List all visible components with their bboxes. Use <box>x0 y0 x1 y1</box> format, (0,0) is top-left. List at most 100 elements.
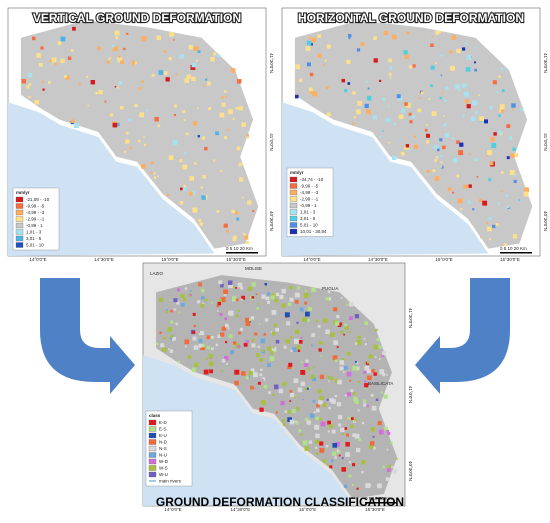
deformation-patch <box>154 117 159 122</box>
deformation-patch <box>172 336 176 341</box>
deformation-patch <box>156 35 161 40</box>
deformation-patch <box>308 440 313 444</box>
legend-swatch <box>289 176 298 183</box>
deformation-patch <box>201 296 205 300</box>
deformation-patch <box>459 142 464 147</box>
deformation-patch <box>372 115 377 120</box>
deformation-patch <box>263 333 266 336</box>
deformation-patch <box>169 349 174 353</box>
deformation-patch <box>452 158 458 163</box>
deformation-patch <box>341 325 343 327</box>
deformation-patch <box>169 31 175 37</box>
deformation-patch <box>225 323 229 328</box>
deformation-patch <box>270 351 274 355</box>
deformation-patch <box>476 176 479 178</box>
deformation-patch <box>329 424 333 429</box>
deformation-patch <box>306 420 311 425</box>
deformation-patch <box>412 64 416 68</box>
deformation-patch <box>510 153 515 158</box>
latitude-label: 41°0'0"N <box>408 386 413 404</box>
deformation-patch <box>245 340 249 344</box>
deformation-patch <box>435 30 439 35</box>
deformation-patch <box>327 297 332 301</box>
deformation-patch <box>237 345 241 349</box>
deformation-patch <box>255 293 258 295</box>
deformation-patch <box>284 312 290 318</box>
deformation-patch <box>184 152 187 155</box>
deformation-patch <box>217 301 221 306</box>
deformation-patch <box>305 46 311 51</box>
deformation-patch <box>251 339 254 342</box>
deformation-patch <box>271 310 277 315</box>
deformation-patch <box>223 223 228 228</box>
longitude-label: 14°0'0"E <box>303 257 320 262</box>
deformation-patch <box>492 224 496 229</box>
deformation-patch <box>150 161 154 165</box>
deformation-patch <box>300 370 306 375</box>
deformation-patch <box>375 328 378 332</box>
deformation-patch <box>391 34 397 40</box>
legend-label: -34,74 - -10 <box>300 177 324 182</box>
deformation-patch <box>245 321 251 326</box>
deformation-patch <box>38 63 43 67</box>
deformation-patch <box>257 381 261 385</box>
deformation-patch <box>496 91 499 94</box>
deformation-patch <box>364 365 370 371</box>
map-panel: VERTICAL GROUND DEFORMATION mm/yr -21,09 -… <box>7 7 274 262</box>
deformation-patch <box>364 380 367 383</box>
deformation-patch <box>524 187 529 193</box>
deformation-patch <box>298 78 303 82</box>
deformation-patch <box>226 229 229 233</box>
deformation-patch <box>197 107 199 110</box>
deformation-patch <box>351 122 355 125</box>
deformation-patch <box>252 210 255 213</box>
deformation-patch <box>466 55 472 60</box>
deformation-patch <box>354 418 358 422</box>
deformation-patch <box>390 441 393 445</box>
deformation-patch <box>71 49 74 52</box>
deformation-patch <box>42 81 44 83</box>
legend-swatch <box>289 215 298 222</box>
deformation-patch <box>153 176 157 179</box>
deformation-patch <box>26 85 30 89</box>
deformation-patch <box>336 449 339 452</box>
deformation-patch <box>378 345 382 349</box>
deformation-patch <box>243 233 246 236</box>
deformation-patch <box>117 57 122 63</box>
deformation-patch <box>260 338 266 344</box>
deformation-patch <box>167 327 172 332</box>
deformation-patch <box>341 467 346 472</box>
scale-bar: 0 5 10 20 Km <box>500 246 527 251</box>
deformation-patch <box>286 321 291 326</box>
sea <box>282 102 489 256</box>
sea <box>8 102 215 256</box>
deformation-patch <box>290 393 295 398</box>
deformation-patch <box>300 361 303 363</box>
deformation-patch <box>318 341 322 345</box>
deformation-patch <box>190 191 196 196</box>
deformation-patch <box>426 140 430 144</box>
deformation-patch <box>337 414 343 420</box>
deformation-patch <box>169 334 174 338</box>
region-label: PUGLIA <box>322 286 339 291</box>
deformation-patch <box>238 331 241 335</box>
deformation-patch <box>462 47 466 51</box>
deformation-patch <box>391 465 394 468</box>
deformation-patch <box>380 391 383 394</box>
deformation-patch <box>513 153 519 158</box>
deformation-patch <box>217 54 221 58</box>
deformation-patch <box>500 171 504 174</box>
deformation-patch <box>288 362 293 367</box>
deformation-patch <box>261 294 266 299</box>
deformation-patch <box>341 457 344 460</box>
deformation-patch <box>350 424 354 429</box>
deformation-patch <box>520 107 524 111</box>
deformation-patch <box>294 292 300 298</box>
deformation-patch <box>355 342 358 345</box>
deformation-patch <box>183 118 186 121</box>
longitude-label: 14°30'0"E <box>94 257 114 262</box>
deformation-patch <box>191 76 196 82</box>
deformation-patch <box>326 398 329 401</box>
deformation-patch <box>294 338 299 344</box>
deformation-patch <box>213 159 216 162</box>
